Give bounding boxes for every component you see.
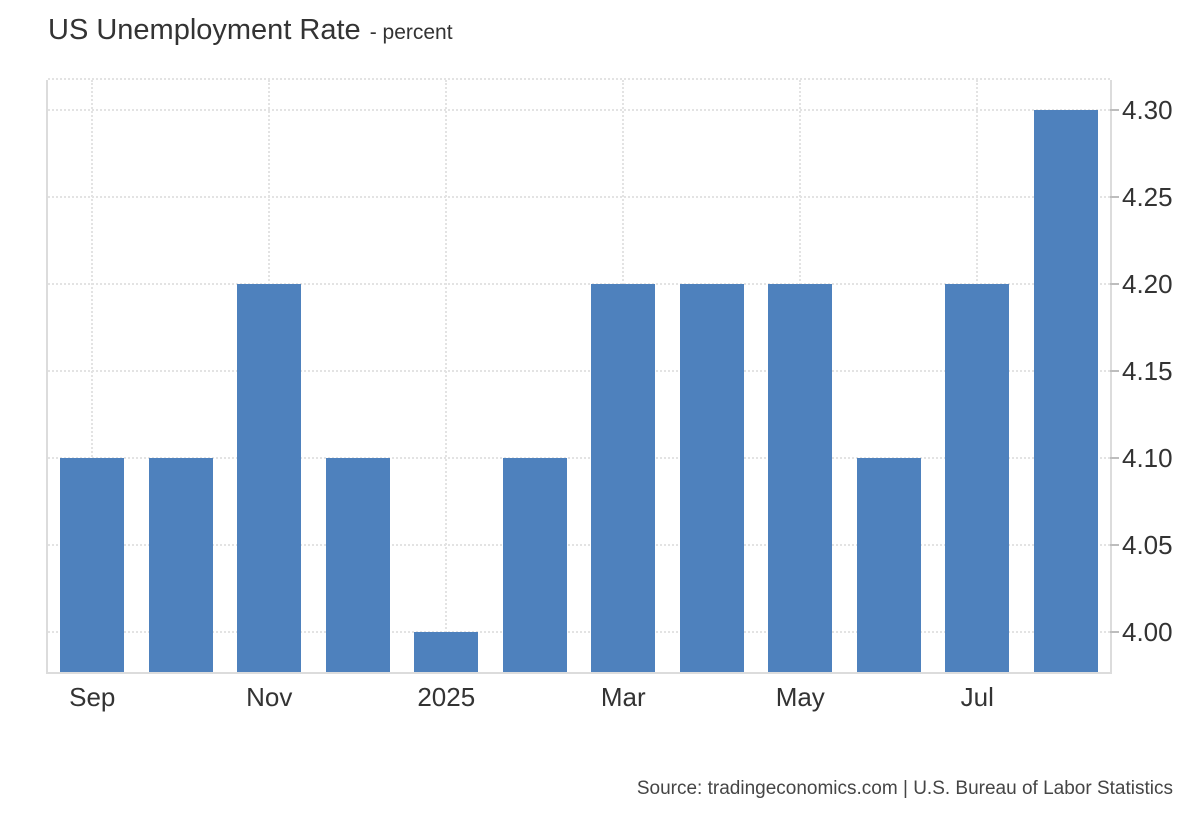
y-axis-tick [1110, 108, 1119, 111]
h-gridline [48, 630, 1110, 633]
chart-title: US Unemployment Rate [48, 14, 361, 46]
h-gridline [48, 543, 1110, 546]
x-axis-label: Jul [960, 682, 994, 712]
x-axis-label: May [775, 682, 825, 712]
h-gridline [48, 195, 1110, 198]
y-axis-tick [1110, 369, 1119, 372]
bar[interactable] [679, 283, 744, 672]
y-axis-label: 4.15 [1122, 355, 1173, 386]
x-axis-label: Mar [600, 682, 646, 712]
source-attribution: Source: tradingeconomics.com | U.S. Bure… [636, 778, 1173, 799]
bar[interactable] [148, 457, 213, 672]
y-axis-label: 4.30 [1122, 94, 1173, 125]
bar[interactable] [60, 457, 125, 672]
v-gridline [445, 80, 448, 672]
y-axis-line-left [46, 80, 48, 672]
h-gridline [48, 369, 1110, 372]
plot-area [48, 80, 1110, 672]
bar[interactable] [325, 457, 390, 672]
y-axis-line-right [1110, 80, 1112, 672]
y-axis-label: 4.10 [1122, 442, 1173, 473]
h-gridline [48, 282, 1110, 285]
chart-header: US Unemployment Rate - percent [48, 14, 453, 47]
x-axis-label: 2025 [417, 682, 476, 712]
bar[interactable] [1033, 109, 1098, 672]
h-gridline [48, 456, 1110, 459]
bar[interactable] [856, 457, 921, 672]
y-axis-label: 4.20 [1122, 268, 1173, 299]
x-axis-label: Sep [69, 682, 116, 712]
bar[interactable] [237, 283, 302, 672]
y-axis-label: 4.25 [1122, 181, 1173, 212]
x-axis-line [46, 672, 1112, 674]
y-axis-tick [1110, 543, 1119, 546]
chart-subtitle: - percent [369, 21, 453, 44]
bar[interactable] [414, 631, 479, 672]
bar[interactable] [768, 283, 833, 672]
y-axis-tick [1110, 630, 1119, 633]
y-axis-tick [1110, 282, 1119, 285]
y-axis-label: 4.00 [1122, 616, 1173, 647]
bar[interactable] [945, 283, 1010, 672]
x-axis-label: Nov [246, 682, 293, 712]
h-gridline [48, 108, 1110, 111]
y-axis-label: 4.05 [1122, 529, 1173, 560]
plot-top-border [48, 78, 1110, 80]
y-axis-tick [1110, 456, 1119, 459]
bar[interactable] [591, 283, 656, 672]
y-axis-tick [1110, 195, 1119, 198]
v-gridline [91, 80, 94, 672]
bar[interactable] [502, 457, 567, 672]
